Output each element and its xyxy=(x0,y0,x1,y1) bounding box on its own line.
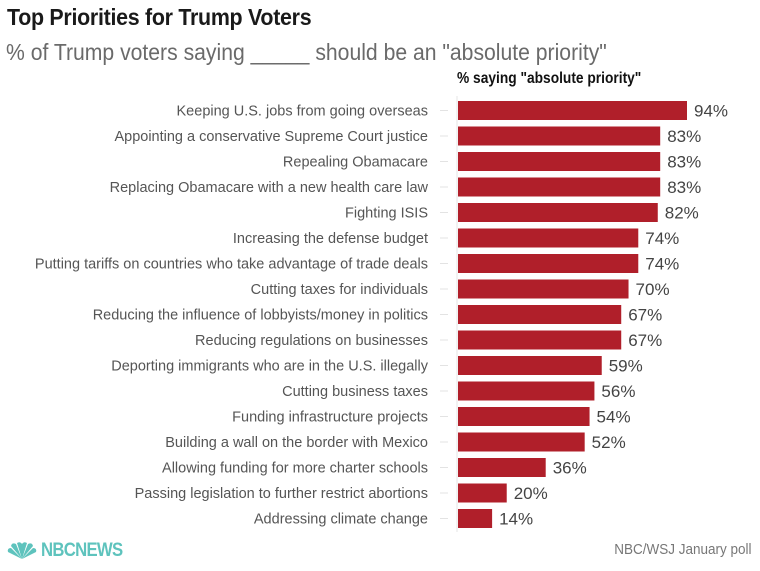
bar xyxy=(458,356,602,375)
bar xyxy=(458,509,493,528)
bar xyxy=(458,203,658,222)
value-label: 67% xyxy=(628,331,662,350)
value-label: 94% xyxy=(694,102,728,121)
value-label: 74% xyxy=(645,255,679,274)
bar xyxy=(458,254,639,273)
category-label: Fighting ISIS xyxy=(345,206,428,222)
value-label: 14% xyxy=(499,510,533,529)
value-label: 74% xyxy=(645,229,679,248)
value-label: 67% xyxy=(628,306,662,325)
category-label: Funding infrastructure projects xyxy=(232,410,428,426)
bar xyxy=(458,381,595,401)
category-label: Putting tariffs on countries who take ad… xyxy=(35,257,428,273)
bar xyxy=(458,432,585,452)
category-label: Reducing the influence of lobbyists/mone… xyxy=(93,308,428,324)
category-label: Deporting immigrants who are in the U.S.… xyxy=(111,359,428,375)
category-label: Reducing regulations on businesses xyxy=(195,333,428,349)
value-label: 36% xyxy=(553,459,587,478)
category-label: Passing legislation to further restrict … xyxy=(135,486,428,502)
category-label: Building a wall on the border with Mexic… xyxy=(165,435,428,451)
category-label: Appointing a conservative Supreme Court … xyxy=(114,129,428,145)
category-label: Repealing Obamacare xyxy=(283,155,428,171)
value-label: 83% xyxy=(667,153,701,172)
value-label: 20% xyxy=(514,484,548,503)
bar xyxy=(458,483,507,503)
value-label: 52% xyxy=(592,433,626,452)
chart-subtitle: % of Trump voters saying _____ should be… xyxy=(6,39,607,65)
category-label: Increasing the defense budget xyxy=(233,231,428,247)
value-label: 83% xyxy=(667,178,701,197)
bar xyxy=(458,458,546,477)
value-label: 83% xyxy=(667,127,701,146)
nbc-news-logo: NBCNEWS xyxy=(6,540,134,562)
bar xyxy=(458,152,661,171)
bar xyxy=(458,305,622,324)
brand-name: NBCNEWS xyxy=(41,540,123,561)
category-label: Allowing funding for more charter school… xyxy=(162,461,428,477)
value-label: 82% xyxy=(665,204,699,223)
value-label: 59% xyxy=(609,357,643,376)
source-note: NBC/WSJ January poll xyxy=(614,541,752,558)
category-label: Cutting business taxes xyxy=(282,384,428,400)
column-header: % saying "absolute priority" xyxy=(457,70,642,87)
category-label: Keeping U.S. jobs from going overseas xyxy=(177,104,428,120)
chart-title: Top Priorities for Trump Voters xyxy=(7,4,312,30)
bar xyxy=(458,407,590,426)
bar xyxy=(458,279,629,299)
value-label: 54% xyxy=(597,408,631,427)
peacock-icon xyxy=(7,542,37,559)
category-label: Cutting taxes for individuals xyxy=(251,282,428,298)
bar xyxy=(458,330,622,350)
bar xyxy=(458,126,661,146)
bar xyxy=(458,101,687,120)
bar xyxy=(458,177,661,197)
category-label: Replacing Obamacare with a new health ca… xyxy=(110,180,429,196)
bar xyxy=(458,228,639,248)
value-label: 70% xyxy=(636,280,670,299)
value-label: 56% xyxy=(601,382,635,401)
category-label: Addressing climate change xyxy=(254,512,428,528)
